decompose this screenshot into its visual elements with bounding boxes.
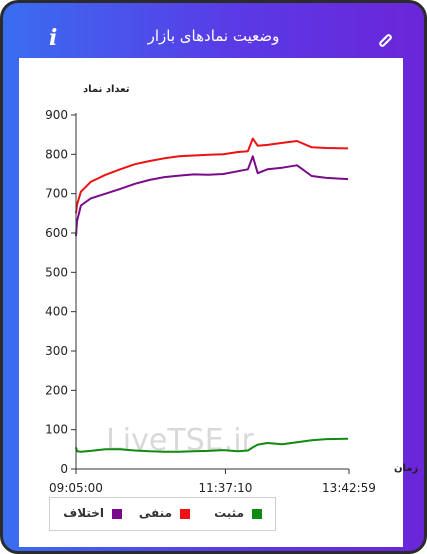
series-lines <box>75 137 349 453</box>
y-tick-label: 600 <box>45 226 68 240</box>
legend-label: منفی <box>138 506 172 520</box>
legend-label: اختلاف <box>63 506 104 520</box>
y-tick-label: 200 <box>45 383 68 397</box>
info-icon[interactable]: i <box>49 25 58 51</box>
y-tick-label: 400 <box>45 305 68 319</box>
legend-label: مثبت <box>214 506 244 520</box>
y-tick-label: 0 <box>60 462 68 476</box>
x-tick-label: 13:42:59 <box>322 481 376 495</box>
watermark: LiveTSE.ir <box>106 423 254 458</box>
series-line <box>75 437 349 453</box>
y-tick-label: 500 <box>45 265 68 279</box>
link-icon[interactable] <box>376 31 392 47</box>
x-axis-label: زمان <box>394 463 418 474</box>
legend-swatch <box>180 509 190 519</box>
y-tick-label: 800 <box>45 147 68 161</box>
x-tick-label: 11:37:10 <box>198 481 252 495</box>
series-line <box>75 155 349 237</box>
series-line <box>75 137 349 214</box>
legend-item-difference[interactable]: اختلاف <box>56 506 122 522</box>
chart-legend: مثبت منفی اختلاف <box>49 497 276 531</box>
header: i وضعیت نمادهای بازار <box>3 3 424 59</box>
legend-swatch <box>252 509 262 519</box>
page-title: وضعیت نمادهای بازار <box>147 27 280 45</box>
y-tick-label: 700 <box>45 187 68 201</box>
chart-panel <box>19 58 403 547</box>
x-axis-ticks: 09:05:00 11:37:10 13:42:59 <box>49 469 376 495</box>
axes <box>75 113 349 470</box>
y-axis-label: تعداد نماد <box>83 84 130 95</box>
x-tick-label: 09:05:00 <box>49 481 103 495</box>
legend-item-negative[interactable]: منفی <box>128 506 190 522</box>
y-tick-label: 100 <box>45 423 68 437</box>
y-tick-label: 300 <box>45 344 68 358</box>
legend-swatch <box>112 509 122 519</box>
y-tick-label: 900 <box>45 108 68 122</box>
y-axis-ticks: 0 100 200 300 400 500 600 700 800 900 <box>45 108 76 476</box>
legend-item-positive[interactable]: مثبت <box>200 506 262 522</box>
